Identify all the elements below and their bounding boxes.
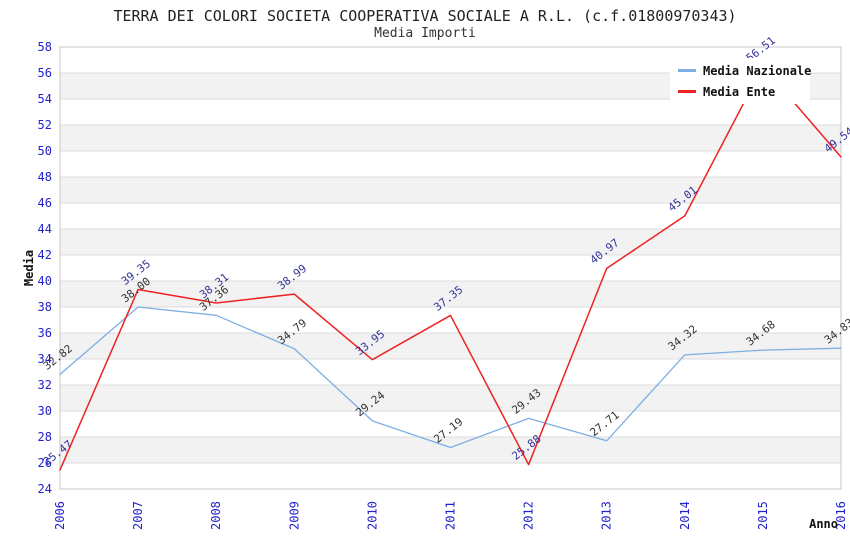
x-tick-label: 2009 [287,501,301,530]
x-tick-label: 2008 [209,501,223,530]
plot-band [60,229,841,255]
x-tick-label: 2015 [756,501,770,530]
plot-band [60,177,841,203]
plot-band [60,333,841,359]
y-tick-label: 26 [38,456,52,470]
plot-band [60,359,841,385]
series-line-media-ente [59,65,842,471]
legend: Media Nazionale Media Ente [670,58,812,104]
y-tick-label: 34 [38,352,52,366]
chart-subtitle: Media Importi [374,26,476,41]
y-tick-label: 24 [38,482,52,496]
chart-title: TERRA DEI COLORI SOCIETA COOPERATIVA SOC… [113,7,737,25]
y-tick-label: 38 [38,300,52,314]
plot-band [60,307,841,333]
y-tick-label: 36 [38,326,52,340]
y-tick-label: 48 [38,170,52,184]
plot-band [60,255,841,281]
legend-label-media-nazionale: Media Nazionale [703,63,812,78]
y-tick-label: 30 [38,404,52,418]
y-tick-label: 54 [38,92,52,106]
x-tick-label: 2012 [522,501,536,530]
y-tick-label: 50 [38,144,52,158]
x-tick-label: 2013 [600,501,614,530]
y-tick-label: 42 [38,248,52,262]
legend-item-media-nazionale: Media Nazionale [678,63,812,78]
x-tick-label: 2006 [53,501,67,530]
y-tick-label: 56 [38,66,52,80]
legend-swatch-media-nazionale-icon [678,69,696,72]
legend-label-media-ente: Media Ente [703,84,776,99]
y-tick-label: 46 [38,196,52,210]
legend-item-media-ente: Media Ente [678,85,810,99]
y-tick-label: 32 [38,378,52,392]
y-tick-label: 52 [38,118,52,132]
x-tick-label: 2010 [365,501,379,530]
series-line-media-nazionale [59,306,842,449]
x-tick-label: 2007 [131,501,145,530]
x-tick-label: 2011 [444,501,458,530]
plot-band [60,437,841,463]
plot-band [60,203,841,229]
plot-band [60,385,841,411]
plot-border [59,46,842,490]
x-axis-title: Anno [809,517,838,531]
legend-swatch-media-ente-icon [678,90,696,93]
y-tick-label: 28 [38,430,52,444]
plot-band [60,281,841,307]
y-axis-title: Media [22,250,36,286]
plot-band [60,151,841,177]
plot-band [60,411,841,437]
y-tick-label: 58 [38,40,52,54]
x-tick-label: 2014 [678,501,692,530]
plot-band [60,463,841,489]
plot-band [60,125,841,151]
y-tick-label: 40 [38,274,52,288]
y-tick-label: 44 [38,222,52,236]
x-tick-label: 2016 [834,501,848,530]
